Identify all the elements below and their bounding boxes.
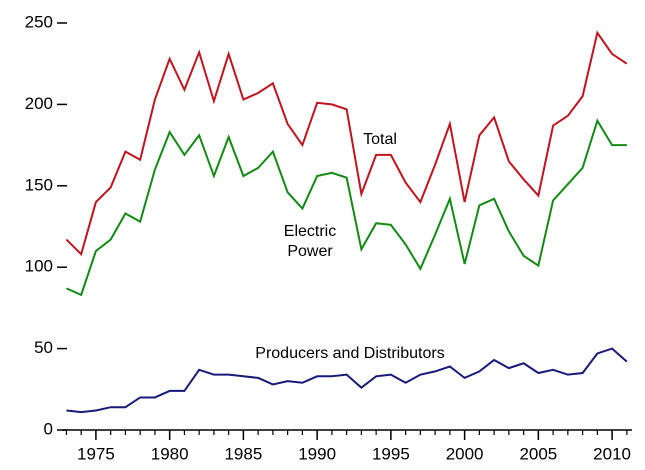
x-tick-label: 2010 bbox=[593, 444, 631, 463]
x-tick-label: 2000 bbox=[446, 444, 484, 463]
x-tick-label: 1985 bbox=[224, 444, 262, 463]
x-tick-label: 2005 bbox=[519, 444, 557, 463]
y-tick-label: 100 bbox=[25, 257, 53, 276]
series-line bbox=[65, 30, 628, 257]
series-line bbox=[66, 118, 627, 297]
y-tick-label: 50 bbox=[34, 338, 53, 357]
series-label: Producers and Distributors bbox=[255, 345, 445, 362]
y-tick-label: 250 bbox=[25, 12, 53, 31]
y-tick-label: 0 bbox=[44, 419, 53, 438]
y-tick-label: 150 bbox=[25, 175, 53, 194]
x-tick-label: 1980 bbox=[151, 444, 189, 463]
series-label: Total bbox=[363, 131, 397, 148]
y-tick-label: 200 bbox=[25, 94, 53, 113]
x-tick-label: 1975 bbox=[77, 444, 115, 463]
x-tick-label: 1990 bbox=[298, 444, 336, 463]
series-line bbox=[66, 347, 628, 414]
series-label: Electric Power bbox=[283, 223, 337, 260]
x-tick-label: 1995 bbox=[372, 444, 410, 463]
